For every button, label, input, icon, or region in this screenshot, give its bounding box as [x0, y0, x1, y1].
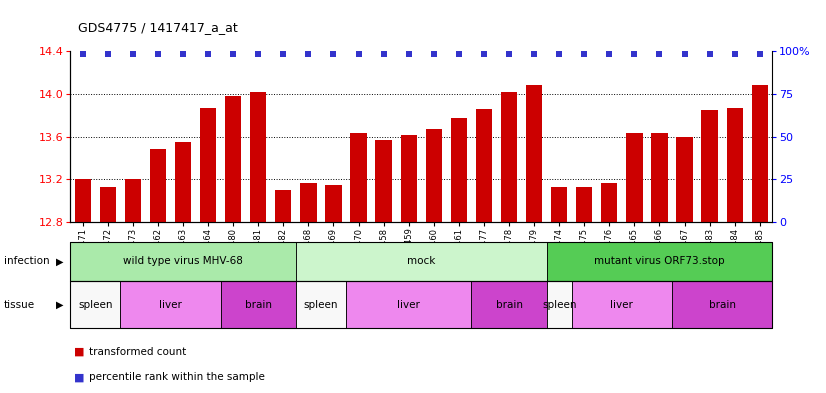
- Point: [277, 51, 290, 57]
- Bar: [125, 179, 141, 222]
- Text: liver: liver: [159, 299, 182, 310]
- Bar: [526, 85, 542, 222]
- Point: [151, 51, 164, 57]
- Bar: [601, 182, 618, 222]
- Text: percentile rank within the sample: percentile rank within the sample: [89, 372, 265, 382]
- Text: ■: ■: [74, 372, 85, 382]
- Text: tissue: tissue: [4, 299, 36, 310]
- Point: [528, 51, 541, 57]
- Point: [628, 51, 641, 57]
- Point: [352, 51, 365, 57]
- Bar: [576, 187, 592, 222]
- Bar: [476, 109, 492, 222]
- Text: liver: liver: [397, 299, 420, 310]
- Point: [653, 51, 666, 57]
- Bar: [401, 136, 417, 222]
- Point: [678, 51, 691, 57]
- Text: mutant virus ORF73.stop: mutant virus ORF73.stop: [594, 256, 724, 266]
- Point: [728, 51, 741, 57]
- Bar: [701, 110, 718, 222]
- Text: ■: ■: [74, 347, 85, 357]
- Point: [102, 51, 115, 57]
- Point: [202, 51, 215, 57]
- Bar: [652, 133, 667, 222]
- Text: liver: liver: [610, 299, 634, 310]
- Bar: [200, 108, 216, 222]
- Point: [402, 51, 415, 57]
- Point: [427, 51, 440, 57]
- Bar: [501, 92, 517, 222]
- Point: [753, 51, 767, 57]
- Bar: [250, 92, 267, 222]
- Text: brain: brain: [709, 299, 736, 310]
- Bar: [752, 85, 768, 222]
- Bar: [676, 137, 693, 222]
- Bar: [100, 187, 116, 222]
- Point: [553, 51, 566, 57]
- Point: [252, 51, 265, 57]
- Bar: [74, 179, 91, 222]
- Text: spleen: spleen: [78, 299, 112, 310]
- Text: transformed count: transformed count: [89, 347, 187, 357]
- Bar: [325, 185, 342, 222]
- Bar: [451, 118, 467, 222]
- Bar: [225, 96, 241, 222]
- Text: spleen: spleen: [304, 299, 338, 310]
- Point: [126, 51, 140, 57]
- Text: mock: mock: [407, 256, 435, 266]
- Bar: [626, 133, 643, 222]
- Bar: [551, 187, 567, 222]
- Text: infection: infection: [4, 256, 50, 266]
- Point: [327, 51, 340, 57]
- Text: ▶: ▶: [55, 256, 64, 266]
- Point: [226, 51, 240, 57]
- Text: wild type virus MHV-68: wild type virus MHV-68: [123, 256, 243, 266]
- Point: [76, 51, 89, 57]
- Point: [603, 51, 616, 57]
- Point: [301, 51, 315, 57]
- Point: [177, 51, 190, 57]
- Bar: [425, 129, 442, 222]
- Bar: [150, 149, 166, 222]
- Point: [502, 51, 515, 57]
- Text: ▶: ▶: [55, 299, 64, 310]
- Text: brain: brain: [244, 299, 272, 310]
- Bar: [301, 182, 316, 222]
- Bar: [727, 108, 743, 222]
- Point: [703, 51, 716, 57]
- Point: [477, 51, 491, 57]
- Point: [377, 51, 390, 57]
- Bar: [175, 142, 191, 222]
- Text: GDS4775 / 1417417_a_at: GDS4775 / 1417417_a_at: [78, 21, 238, 34]
- Text: spleen: spleen: [542, 299, 577, 310]
- Text: brain: brain: [496, 299, 523, 310]
- Bar: [350, 133, 367, 222]
- Bar: [376, 140, 392, 222]
- Point: [453, 51, 466, 57]
- Bar: [275, 190, 292, 222]
- Point: [577, 51, 591, 57]
